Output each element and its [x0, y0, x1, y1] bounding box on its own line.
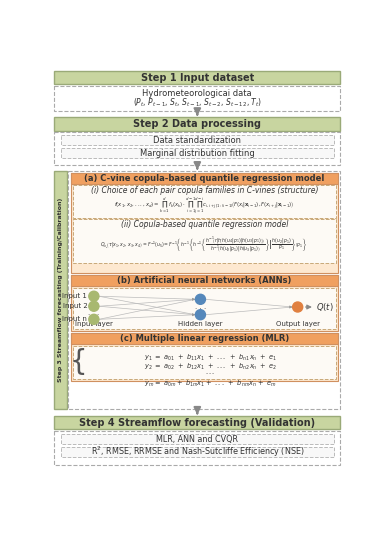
Text: $y_1 \ = \ a_{01} \ + \ b_{11} x_1 \ + \ ... \ + \ b_{n1} x_n \ + \ e_1$: $y_1 \ = \ a_{01} \ + \ b_{11} x_1 \ + \… — [144, 353, 277, 364]
Bar — [70, 276, 338, 331]
Bar — [60, 447, 334, 457]
Bar — [70, 333, 338, 381]
Text: $Q_{x_5}\!\left(\tau|x_1,x_2,x_3,x_4\right)=F^{-1}\!\left(u_5\right)=F^{-1}\!\le: $Q_{x_5}\!\left(\tau|x_1,x_2,x_3,x_4\rig… — [100, 235, 308, 254]
Bar — [73, 345, 336, 379]
Bar — [54, 117, 340, 131]
Bar — [73, 219, 336, 263]
Bar — [54, 416, 340, 430]
Text: (b) Artificial neural networks (ANNs): (b) Artificial neural networks (ANNs) — [117, 276, 291, 285]
Text: $f(x_1,x_2,...,x_d)=\prod_{k=1}^{d}f_k(x_k)\cdot\prod_{i=1}^{d-1}\prod_{j=1}^{d-: $f(x_1,x_2,...,x_d)=\prod_{k=1}^{d}f_k(x… — [114, 197, 295, 217]
Text: $y_2 \ = \ a_{02} \ + \ b_{12} x_1 \ + \ ... \ + \ b_{n2} x_n \ + \ e_2$: $y_2 \ = \ a_{02} \ + \ b_{12} x_1 \ + \… — [144, 362, 277, 372]
Text: (a) C-vine copula-based quantile regression model: (a) C-vine copula-based quantile regress… — [84, 174, 325, 183]
Bar — [73, 185, 336, 218]
Text: Step 3 Streamflow forecasting (Training/Calibration): Step 3 Streamflow forecasting (Training/… — [58, 198, 63, 382]
Circle shape — [293, 302, 303, 312]
Text: MLR, ANN and CVQR: MLR, ANN and CVQR — [156, 434, 238, 443]
Bar — [54, 431, 340, 465]
Text: (c) Multiple linear regression (MLR): (c) Multiple linear regression (MLR) — [120, 334, 289, 343]
Circle shape — [89, 315, 99, 324]
Text: Step 2 Data processing: Step 2 Data processing — [133, 119, 261, 129]
Text: . . .: . . . — [195, 304, 206, 310]
Circle shape — [89, 292, 99, 301]
Text: Step 4 Streamflow forecasting (Validation): Step 4 Streamflow forecasting (Validatio… — [79, 417, 315, 427]
Text: (ii) Copula-based quantile regression model: (ii) Copula-based quantile regression mo… — [121, 220, 288, 229]
Circle shape — [195, 294, 206, 304]
Bar — [54, 170, 67, 409]
Bar — [70, 333, 338, 344]
Circle shape — [89, 301, 99, 311]
Bar — [70, 173, 338, 273]
Text: Output layer: Output layer — [276, 321, 320, 327]
Text: Input n: Input n — [62, 316, 87, 322]
Circle shape — [195, 310, 206, 320]
Text: Input layer: Input layer — [75, 321, 113, 327]
Bar — [54, 132, 340, 164]
Bar — [54, 70, 340, 85]
Bar — [70, 173, 338, 184]
Bar — [60, 434, 334, 444]
Bar — [73, 288, 336, 329]
Text: Step 1 Input dataset: Step 1 Input dataset — [141, 73, 254, 82]
Text: ($P_t$, $P_{t-1}$, $S_t$, $S_{t-1}$, $S_{t-2}$, $S_{t-12}$, $T_t$): ($P_t$, $P_{t-1}$, $S_t$, $S_{t-1}$, $S_… — [133, 97, 262, 109]
Bar — [60, 135, 334, 145]
Bar — [68, 170, 340, 409]
Text: Input 1: Input 1 — [62, 293, 87, 299]
Text: . . .: . . . — [88, 310, 99, 316]
Text: Input 2: Input 2 — [62, 303, 87, 309]
Text: Data standardization: Data standardization — [153, 136, 241, 145]
Text: $...$: $...$ — [205, 370, 216, 376]
Text: (i) Choice of each pair copula families in C-vines (structure): (i) Choice of each pair copula families … — [90, 186, 318, 195]
Bar — [70, 276, 338, 286]
Text: $y_m = \ a_{0m} + \ b_{1m} x_1 + \ ... \ + \ b_{nm} x_n + \ e_m$: $y_m = \ a_{0m} + \ b_{1m} x_1 + \ ... \… — [144, 378, 277, 389]
Bar — [54, 86, 340, 111]
Bar — [60, 148, 334, 158]
Text: Marginal distribution fitting: Marginal distribution fitting — [140, 149, 255, 158]
Text: Hydrometeorologicai data: Hydrometeorologicai data — [142, 89, 252, 98]
Text: {: { — [70, 349, 87, 376]
Text: R$^2$, RMSE, RRMSE and Nash-Sutcliffe Efficiency (NSE): R$^2$, RMSE, RRMSE and Nash-Sutcliffe Ef… — [90, 445, 304, 459]
Text: Hidden layer: Hidden layer — [178, 321, 223, 327]
Text: $Q(t)$: $Q(t)$ — [316, 301, 334, 313]
